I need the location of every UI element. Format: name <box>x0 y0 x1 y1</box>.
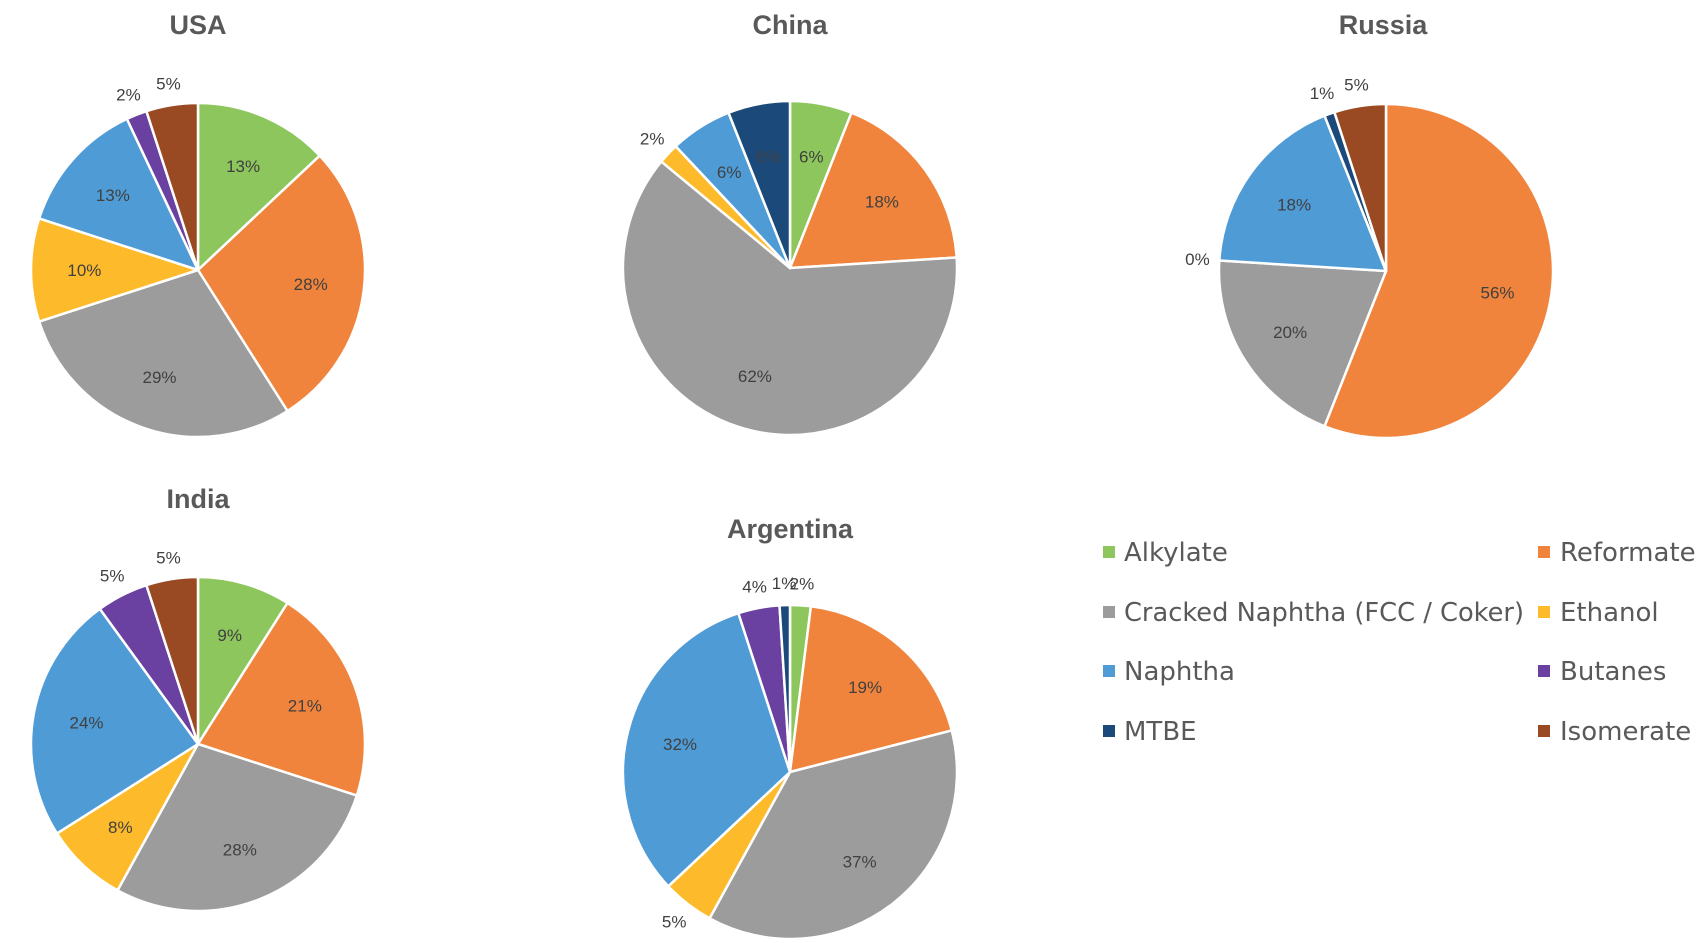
pie-slice-india-reformate <box>196 601 367 797</box>
data-label-india-ethanol: 8% <box>108 818 133 837</box>
legend-label-alkylate: Alkylate <box>1124 538 1228 568</box>
pie-slice-usa-reformate <box>196 154 367 413</box>
pie-slice-russia-cracked-naphtha-fcc-coker <box>1217 259 1388 428</box>
data-label-argentina-cracked-naphtha-fcc-coker: 37% <box>843 853 877 872</box>
data-label-india-naphtha: 24% <box>69 714 103 733</box>
pie-slice-argentina-mtbe <box>778 603 792 774</box>
pie-slice-china-mtbe <box>727 99 792 270</box>
legend-swatch-alkylate <box>1103 546 1115 558</box>
chart-title-usa: USA <box>169 10 226 40</box>
legend-item-naphtha: Naphtha <box>1103 657 1235 687</box>
data-label-china-reformate: 18% <box>865 192 899 211</box>
data-label-argentina-butanes: 4% <box>742 577 767 596</box>
legend-label-mtbe: MTBE <box>1124 717 1197 747</box>
legend-swatch-butanes <box>1538 665 1550 677</box>
pie-slice-usa-ethanol <box>29 217 200 323</box>
pie-slice-india-cracked-naphtha-fcc-coker <box>116 742 359 913</box>
data-label-argentina-ethanol: 5% <box>662 912 687 931</box>
pie-slice-india-alkylate <box>196 575 289 746</box>
data-label-russia-cracked-naphtha-fcc-coker: 20% <box>1273 323 1307 342</box>
legend-label-naphtha: Naphtha <box>1124 657 1235 687</box>
data-label-russia-isomerate: 5% <box>1344 75 1369 94</box>
pie-slice-argentina-cracked-naphtha-fcc-coker <box>708 729 959 941</box>
chart-title-argentina: Argentina <box>727 514 854 544</box>
data-label-argentina-reformate: 19% <box>848 678 882 697</box>
data-label-india-butanes: 5% <box>100 567 125 586</box>
pie-chart-russia: Russia 56% 20% 0% 18% 1% 5% <box>1185 10 1555 440</box>
data-label-argentina-naphtha: 32% <box>663 735 697 754</box>
data-label-china-cracked-naphtha-fcc-coker: 62% <box>738 367 772 386</box>
data-label-china-mtbe: 6% <box>756 148 781 167</box>
pie-slice-india-isomerate <box>145 575 200 746</box>
data-label-usa-alkylate: 13% <box>226 157 260 176</box>
legend-item-mtbe: MTBE <box>1103 717 1197 747</box>
data-label-india-reformate: 21% <box>288 697 322 716</box>
legend: Alkylate Reformate Cracked Naphtha (FCC … <box>1103 538 1696 747</box>
data-label-usa-reformate: 28% <box>294 275 328 294</box>
pie-chart-india: India 9% 21% 28% 8% 24% 5% 5% <box>29 484 367 913</box>
data-label-usa-butanes: 2% <box>116 85 141 104</box>
pie-slice-usa-alkylate <box>196 101 321 272</box>
pie-slice-india-naphtha <box>29 607 200 835</box>
pie-chart-china: China 6% 18% 62% 2% 6% 6% <box>621 10 959 437</box>
legend-swatch-isomerate <box>1538 725 1550 737</box>
pie-chart-argentina: Argentina 2% 19% 37% 5% 32% 4% 1% <box>621 514 959 941</box>
data-label-india-isomerate: 5% <box>156 548 181 567</box>
legend-item-reformate: Reformate <box>1538 538 1696 568</box>
data-label-russia-ethanol: 0% <box>1185 250 1210 269</box>
legend-swatch-reformate <box>1538 546 1550 558</box>
data-label-china-naphtha: 6% <box>717 163 742 182</box>
pie-slice-russia-naphtha <box>1218 114 1388 273</box>
pie-slice-china-reformate <box>788 111 958 270</box>
legend-swatch-mtbe <box>1103 725 1115 737</box>
legend-label-butanes: Butanes <box>1560 657 1666 687</box>
data-label-usa-cracked-naphtha-fcc-coker: 29% <box>142 368 176 387</box>
legend-swatch-cracked-naphtha <box>1103 606 1115 618</box>
data-label-argentina-mtbe: 1% <box>772 574 797 593</box>
legend-label-reformate: Reformate <box>1560 538 1696 568</box>
data-label-china-alkylate: 6% <box>799 148 824 167</box>
legend-item-butanes: Butanes <box>1538 657 1666 687</box>
data-label-usa-ethanol: 10% <box>67 261 101 280</box>
data-label-argentina-alkylate: 2% <box>790 574 815 593</box>
legend-swatch-naphtha <box>1103 665 1115 677</box>
legend-label-cracked-naphtha: Cracked Naphtha (FCC / Coker) <box>1124 598 1524 628</box>
pie-slice-argentina-naphtha <box>621 611 792 888</box>
pie-slice-china-cracked-naphtha-fcc-coker <box>621 160 959 437</box>
pie-slice-usa-naphtha <box>37 117 200 272</box>
chart-title-russia: Russia <box>1339 10 1429 40</box>
pie-slice-argentina-reformate <box>788 605 953 774</box>
legend-item-isomerate: Isomerate <box>1538 717 1691 747</box>
legend-label-isomerate: Isomerate <box>1560 717 1691 747</box>
data-label-russia-naphtha: 18% <box>1277 195 1311 214</box>
pie-slice-usa-cracked-naphtha-fcc-coker <box>37 268 289 439</box>
chart-title-china: China <box>752 10 828 40</box>
data-label-india-cracked-naphtha-fcc-coker: 28% <box>223 841 257 860</box>
data-label-china-ethanol: 2% <box>640 130 665 149</box>
data-label-india-alkylate: 9% <box>217 626 242 645</box>
legend-item-alkylate: Alkylate <box>1103 538 1228 568</box>
legend-item-ethanol: Ethanol <box>1538 598 1659 628</box>
legend-label-ethanol: Ethanol <box>1560 598 1659 628</box>
pie-chart-usa: USA 13% 28% 29% 10% 13% 2% 5% <box>29 10 367 439</box>
legend-item-cracked-naphtha: Cracked Naphtha (FCC / Coker) <box>1103 598 1524 628</box>
chart-title-india: India <box>166 484 230 514</box>
data-label-usa-naphtha: 13% <box>96 186 130 205</box>
data-label-usa-isomerate: 5% <box>156 74 181 93</box>
data-label-russia-reformate: 56% <box>1480 283 1514 302</box>
pie-slice-russia-reformate <box>1323 102 1555 440</box>
pie-slice-usa-isomerate <box>145 101 200 272</box>
data-label-russia-mtbe: 1% <box>1310 84 1335 103</box>
legend-swatch-ethanol <box>1538 606 1550 618</box>
pie-slice-russia-isomerate <box>1333 102 1388 273</box>
